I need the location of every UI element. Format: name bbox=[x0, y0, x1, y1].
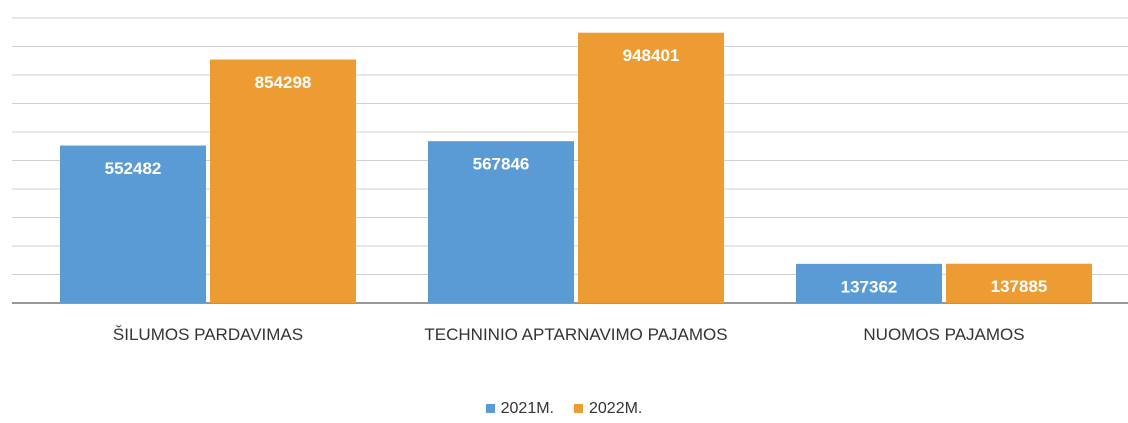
bar bbox=[946, 263, 1092, 303]
legend-swatch bbox=[485, 404, 495, 413]
bar bbox=[578, 32, 724, 303]
legend-label: 2022M. bbox=[589, 400, 643, 417]
x-tick-label: ŠILUMOS PARDAVIMAS bbox=[112, 325, 304, 344]
legend-swatch bbox=[574, 404, 583, 413]
bar bbox=[796, 263, 942, 303]
bar bbox=[60, 145, 206, 303]
value-label: 137885 bbox=[991, 277, 1048, 296]
value-label: 854298 bbox=[255, 73, 312, 92]
bar bbox=[210, 59, 356, 303]
x-tick-label: TECHNINIO APTARNAVIMO PAJAMOS bbox=[424, 325, 728, 344]
value-label: 948401 bbox=[623, 46, 680, 65]
legend-label: 2021M. bbox=[500, 400, 554, 417]
value-label: 552482 bbox=[105, 159, 162, 178]
value-label: 567846 bbox=[473, 155, 530, 174]
x-tick-label: NUOMOS PAJAMOS bbox=[863, 325, 1025, 344]
legend-item: 2021M. bbox=[485, 400, 554, 418]
legend-item: 2022M. bbox=[574, 400, 642, 418]
legend: 2021M. 2022M. bbox=[0, 400, 1128, 418]
bar bbox=[428, 141, 574, 303]
value-label: 137362 bbox=[841, 277, 898, 296]
